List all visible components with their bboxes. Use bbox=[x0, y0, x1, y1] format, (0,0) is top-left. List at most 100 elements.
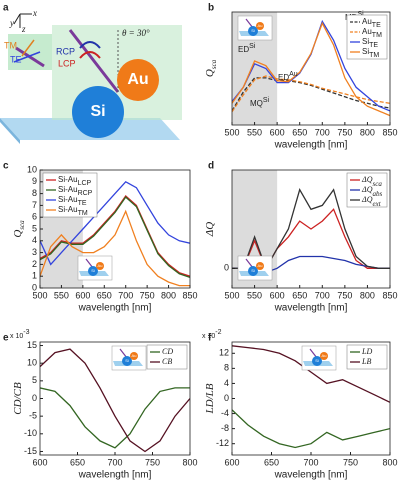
schematic: a TM TE x y z RCP LCP θ = 30° Au Si bbox=[0, 3, 182, 144]
inset-label: Au bbox=[258, 263, 263, 268]
series-line bbox=[40, 387, 190, 449]
lcp-arrow bbox=[79, 51, 101, 59]
x-tick-label: 600 bbox=[32, 457, 47, 467]
y-axis-label: ΔQ bbox=[204, 222, 216, 237]
si-label: Si bbox=[90, 103, 105, 120]
inset-label: Si bbox=[315, 358, 319, 363]
y-tick-label: 0 bbox=[32, 282, 37, 292]
y-tick-label: 2 bbox=[32, 259, 37, 269]
text-part: ED bbox=[278, 73, 289, 82]
x-tick-label: 650 bbox=[264, 457, 279, 467]
inset-si bbox=[248, 266, 258, 276]
plot-lines bbox=[232, 345, 390, 449]
text-sub: sca bbox=[18, 220, 26, 230]
x-tick-label: 650 bbox=[292, 127, 307, 137]
text-part: LB bbox=[361, 357, 371, 366]
rcp-arrow bbox=[79, 41, 101, 49]
panel-letter: e bbox=[3, 333, 9, 344]
x-tick-label: 550 bbox=[54, 290, 69, 300]
x-tick-label: 750 bbox=[145, 457, 160, 467]
y-tick-label: 12 bbox=[219, 348, 229, 358]
axes-frame bbox=[231, 11, 391, 126]
x-tick-label: 750 bbox=[337, 127, 352, 137]
text-part: Si bbox=[362, 47, 369, 56]
text-part: CB bbox=[162, 357, 172, 366]
y-tick-label: 7 bbox=[32, 200, 37, 210]
legend-label: ΔQext bbox=[361, 195, 382, 208]
inset-label: Au bbox=[258, 23, 263, 28]
text-part: CD/CB bbox=[12, 382, 24, 415]
legend-label: AuTE bbox=[362, 17, 381, 29]
x-tick-label: 850 bbox=[382, 290, 397, 300]
annotation: MQSi bbox=[250, 97, 270, 108]
inset-si bbox=[122, 356, 132, 366]
x-tick-label: 700 bbox=[118, 290, 133, 300]
text-part: Si-Au bbox=[58, 205, 78, 214]
y-tick-label: 0 bbox=[32, 393, 37, 403]
y-tick-label: 10 bbox=[27, 358, 37, 368]
text-sup: Au bbox=[289, 71, 298, 78]
series-line bbox=[40, 209, 190, 287]
text-sup: -3 bbox=[23, 329, 29, 336]
x-tick-label: 600 bbox=[270, 127, 285, 137]
y-axis-label: LD/LB bbox=[204, 383, 216, 414]
panel-letter: c bbox=[3, 161, 9, 172]
text-sub: RCP bbox=[78, 190, 93, 197]
inset-si bbox=[312, 356, 322, 366]
x-tick-label: 500 bbox=[32, 290, 47, 300]
text-part: ΔQ bbox=[204, 222, 216, 237]
legend-label: LD bbox=[361, 347, 372, 356]
lcp-label: LCP bbox=[58, 58, 76, 68]
series-line bbox=[232, 21, 390, 117]
series-line bbox=[232, 188, 390, 270]
text-part: Au bbox=[362, 17, 372, 26]
text-part: ΔQ bbox=[361, 185, 373, 194]
x-tick-label: 550 bbox=[247, 290, 262, 300]
text-sub: abs bbox=[372, 190, 382, 198]
plot-lines bbox=[232, 19, 390, 117]
si-sphere bbox=[72, 86, 124, 138]
legend-label: AuTM bbox=[362, 27, 382, 39]
inset-si bbox=[88, 266, 98, 276]
x-tick-label: 700 bbox=[315, 290, 330, 300]
rcp-label: RCP bbox=[56, 46, 75, 56]
inset-si bbox=[248, 26, 258, 36]
x-tick-label: 850 bbox=[182, 290, 197, 300]
legend-label: SiTE bbox=[362, 37, 378, 49]
text-part: Si-Au bbox=[58, 185, 78, 194]
x-tick-label: 650 bbox=[70, 457, 85, 467]
panel-letter: b bbox=[208, 3, 214, 14]
y-tick-label: 3 bbox=[32, 247, 37, 257]
text-part: ED bbox=[238, 45, 249, 54]
inset-label: Au bbox=[322, 353, 327, 358]
annotation: EDSi bbox=[238, 43, 256, 54]
text-sub: TM bbox=[372, 32, 382, 39]
text-sub: sca bbox=[210, 59, 218, 69]
te-arrow bbox=[13, 51, 41, 63]
x-tick-label: 750 bbox=[343, 457, 358, 467]
y-tick-label: -12 bbox=[216, 438, 229, 448]
text-part: LD bbox=[361, 347, 372, 356]
inset-label: Si bbox=[91, 268, 95, 273]
annotation: EDAu bbox=[278, 71, 298, 82]
panel-letter: f bbox=[208, 333, 212, 344]
au-label: Au bbox=[127, 71, 148, 88]
x-tick-label: 650 bbox=[97, 290, 112, 300]
legend-label: Si-AuTM bbox=[58, 205, 88, 217]
axis-label: x bbox=[32, 8, 37, 18]
incident-beam bbox=[68, 29, 120, 93]
substrate-edge bbox=[0, 118, 20, 144]
x-tick-label: 650 bbox=[292, 290, 307, 300]
text-part: Si-Au bbox=[58, 175, 78, 184]
y-tick-label: -8 bbox=[221, 423, 229, 433]
te-label: TE bbox=[10, 54, 22, 64]
series-line bbox=[40, 196, 190, 279]
x-tick-label: 500 bbox=[224, 127, 239, 137]
inset-label: Si bbox=[251, 28, 255, 33]
text-part: Si bbox=[362, 37, 369, 46]
y-tick-label: 15 bbox=[27, 340, 37, 350]
plot-lines bbox=[40, 180, 190, 287]
legend-box bbox=[346, 344, 388, 370]
tm-label: TM bbox=[4, 40, 17, 50]
legend-label: SiTM bbox=[362, 47, 379, 59]
